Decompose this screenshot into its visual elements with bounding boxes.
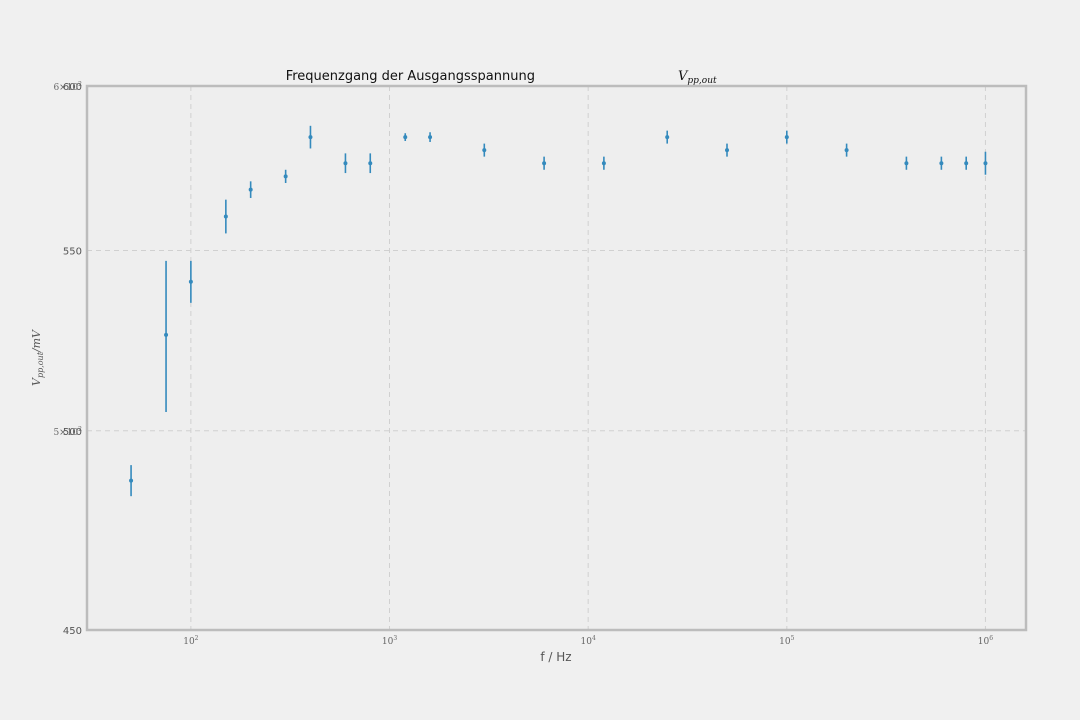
- y-tick-label-sci: 5×102: [53, 426, 82, 438]
- data-point: [428, 135, 433, 140]
- x-axis-label: f / Hz: [540, 650, 571, 664]
- data-point: [904, 161, 909, 166]
- data-point: [343, 161, 348, 166]
- data-point: [725, 148, 730, 153]
- grid-lines: [87, 86, 1026, 630]
- chart-title: Frequenzgang der Ausgangsspannung: [286, 69, 535, 84]
- y-tick-label-sci: 6×102: [53, 81, 82, 93]
- x-tick-labels: 102 103 104 105 106: [183, 635, 993, 647]
- x-tick-label: 106: [978, 635, 993, 647]
- data-point: [784, 135, 789, 140]
- data-point: [164, 332, 169, 337]
- chart-title-math: Vpp,out: [678, 69, 717, 86]
- plot-area: [87, 86, 1026, 630]
- y-tick-label: 600: [63, 82, 82, 93]
- data-point: [665, 135, 670, 140]
- x-tick-base: 10: [382, 637, 394, 647]
- data-point: [482, 148, 487, 153]
- y-label-sub: pp,out: [36, 351, 45, 378]
- data-point: [368, 161, 373, 166]
- data-points: [129, 135, 988, 483]
- x-tick-exponent: 4: [592, 635, 596, 642]
- y-tick-sci-base: 5×10: [53, 428, 78, 438]
- data-point: [844, 148, 849, 153]
- title-math-base: V: [678, 69, 689, 84]
- x-tick-exponent: 3: [393, 635, 397, 642]
- y-tick-label: 550: [63, 247, 82, 258]
- x-tick-label: 102: [183, 635, 198, 647]
- y-label-suffix: /mV: [30, 329, 43, 353]
- x-tick-label: 103: [382, 635, 397, 647]
- data-point: [964, 161, 969, 166]
- data-point: [403, 135, 408, 140]
- data-point: [223, 214, 228, 219]
- x-tick-base: 10: [779, 637, 791, 647]
- data-point: [601, 161, 606, 166]
- data-point: [542, 161, 547, 166]
- y-tick-label: 500: [63, 427, 82, 438]
- plot-frame: [85, 84, 1028, 632]
- data-point: [129, 478, 134, 483]
- data-point: [939, 161, 944, 166]
- x-tick-base: 10: [581, 637, 593, 647]
- x-tick-exponent: 6: [989, 635, 993, 642]
- data-point: [308, 135, 313, 140]
- y-axis-label: Vpp,out/mV: [30, 329, 45, 386]
- x-tick-base: 10: [183, 637, 195, 647]
- title-math-sub: pp,out: [687, 76, 717, 86]
- y-label-base: V: [30, 377, 43, 386]
- y-tick-sci-exponent: 2: [78, 81, 82, 88]
- x-tick-exponent: 2: [195, 635, 199, 642]
- x-tick-exponent: 5: [791, 635, 795, 642]
- data-point: [248, 187, 253, 192]
- y-tick-sci-exponent: 2: [78, 426, 82, 433]
- y-tick-label: 450: [63, 626, 82, 637]
- x-tick-label: 105: [779, 635, 794, 647]
- x-tick-label: 104: [581, 635, 596, 647]
- y-tick-sci-base: 6×10: [53, 83, 78, 93]
- data-point: [983, 161, 988, 166]
- data-point: [283, 174, 288, 179]
- data-point: [188, 279, 193, 284]
- x-tick-base: 10: [978, 637, 990, 647]
